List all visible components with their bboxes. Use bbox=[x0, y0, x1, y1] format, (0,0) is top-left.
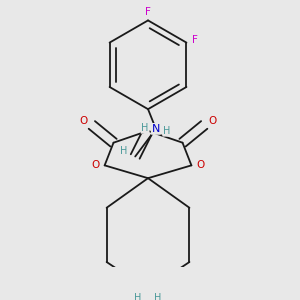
Text: H: H bbox=[154, 293, 162, 300]
Text: O: O bbox=[80, 116, 88, 126]
Text: O: O bbox=[92, 160, 100, 170]
Text: O: O bbox=[196, 160, 204, 170]
Text: H: H bbox=[141, 123, 149, 133]
Text: O: O bbox=[208, 116, 216, 126]
Text: H: H bbox=[134, 293, 142, 300]
Text: H: H bbox=[163, 126, 170, 136]
Text: H: H bbox=[120, 146, 127, 156]
Text: N: N bbox=[152, 124, 160, 134]
Text: F: F bbox=[145, 7, 151, 16]
Text: F: F bbox=[192, 34, 198, 45]
